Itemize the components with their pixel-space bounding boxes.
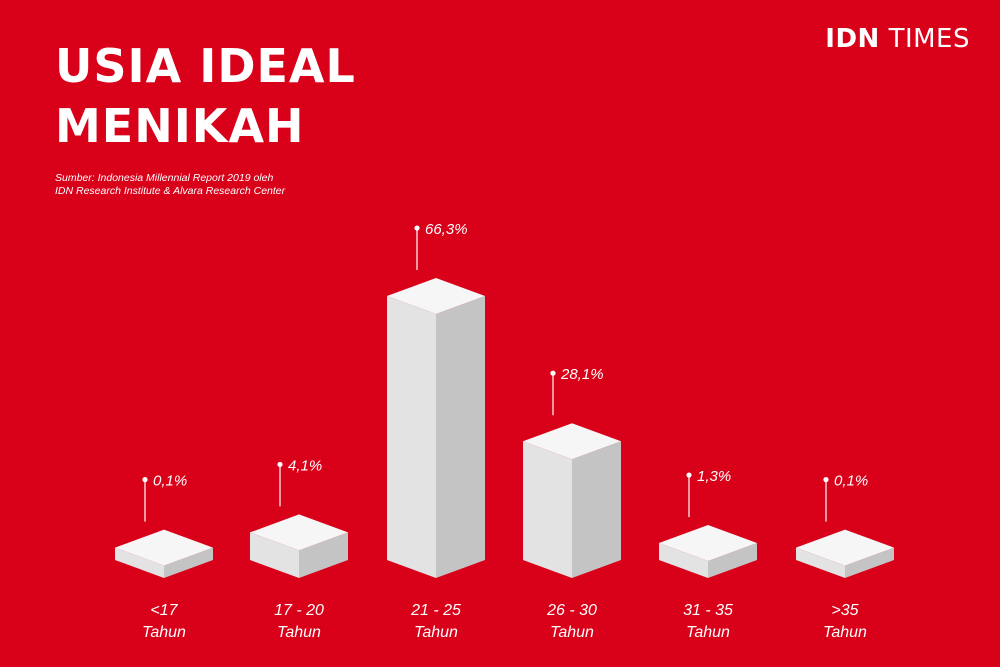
x-tick-unit-label: Tahun [277, 624, 321, 641]
value-leader-dot [823, 477, 829, 483]
source-line-2: IDN Research Institute & Alvara Research… [55, 185, 286, 197]
x-tick-label: 21 - 25 [410, 602, 461, 619]
data-label: 28,1% [560, 366, 604, 383]
data-label: 66,3% [425, 221, 468, 238]
value-leader-dot [414, 225, 420, 231]
x-tick-label: 31 - 35 [683, 602, 733, 619]
bar-face-right [572, 441, 621, 578]
source-line-1: Sumber: Indonesia Millennial Report 2019… [55, 172, 274, 184]
title-line-2: MENIKAH [55, 99, 305, 153]
bar-face-top [115, 529, 213, 566]
title-line-1: USIA IDEAL [55, 39, 356, 93]
data-label: 0,1% [834, 473, 868, 490]
x-tick-label: 26 - 30 [546, 602, 597, 619]
bar-face-top [523, 423, 621, 460]
x-tick-unit-label: Tahun [550, 624, 594, 641]
bar-face-left [796, 547, 845, 578]
bar-face-right [299, 532, 348, 578]
brand-logo: IDN TIMES [825, 24, 970, 54]
bar-face-top [250, 514, 348, 551]
bar-face-left [387, 296, 436, 578]
bar [523, 423, 621, 578]
bar [115, 529, 213, 578]
source-note: Sumber: Indonesia Millennial Report 2019… [55, 172, 285, 198]
bar-face-right [708, 543, 757, 578]
bar [796, 529, 894, 578]
x-tick-unit-label: Tahun [686, 624, 730, 641]
value-leader-dot [686, 472, 692, 478]
bar-face-left [659, 543, 708, 578]
bar-face-right [436, 296, 485, 578]
x-tick-label: <17 [150, 602, 178, 619]
value-leader-dot [277, 461, 283, 468]
data-label: 1,3% [697, 468, 731, 485]
brand-times: TIMES [888, 24, 970, 54]
bar-face-left [115, 547, 164, 578]
bar-face-top [659, 525, 757, 562]
data-label: 4,1% [288, 457, 322, 474]
x-tick-label: 17 - 20 [274, 602, 324, 619]
bar-face-left [523, 441, 572, 578]
x-tick-label: >35 [831, 602, 858, 619]
value-leader-dot [142, 477, 148, 483]
x-tick-unit-label: Tahun [414, 624, 458, 641]
bar-face-left [250, 532, 299, 578]
bar-face-right [164, 547, 213, 578]
bar [250, 514, 348, 578]
x-tick-unit-label: Tahun [142, 624, 186, 641]
x-tick-unit-label: Tahun [823, 624, 867, 641]
data-label: 0,1% [153, 473, 187, 490]
bar-face-top [796, 529, 894, 566]
bar [387, 278, 485, 578]
brand-idn: IDN [825, 24, 880, 54]
bar-face-top [387, 278, 485, 315]
value-leader-dot [550, 370, 556, 376]
page-title: USIA IDEAL MENIKAH [55, 36, 356, 156]
bar [659, 525, 757, 578]
bar-face-right [845, 547, 894, 578]
